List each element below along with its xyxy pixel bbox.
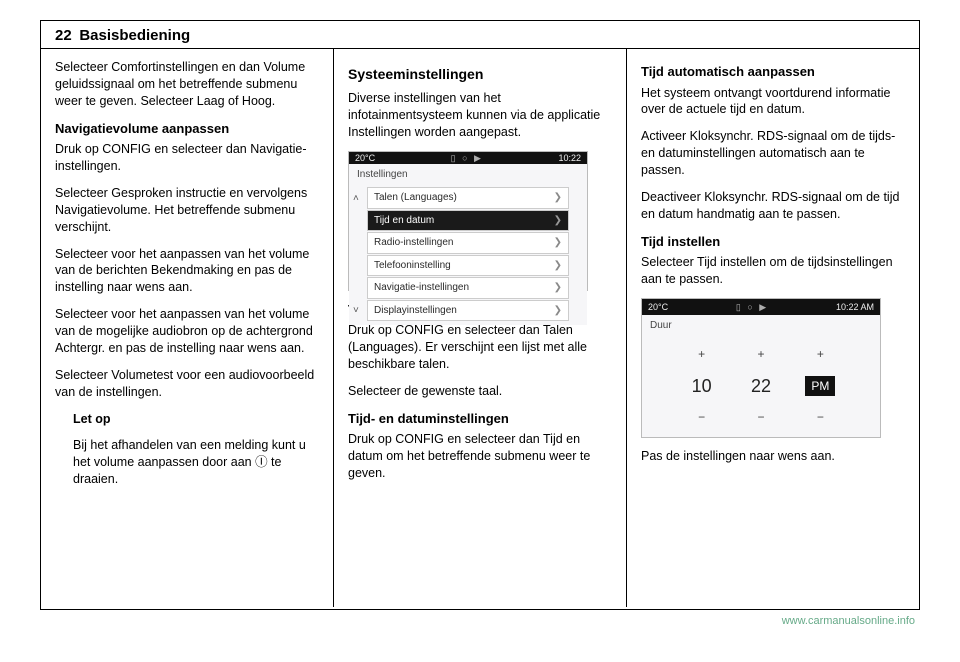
- heading-auto-time: Tijd automatisch aanpassen: [641, 63, 905, 81]
- col1-para6: Selecteer Volumetest voor een audiovoorb…: [55, 367, 319, 401]
- taal-para1: Druk op CONFIG en selecteer dan Talen (L…: [348, 322, 612, 373]
- row-label: Navigatie-instellingen: [374, 281, 469, 295]
- inst-para: Selecteer Tijd instellen om de tijdsinst…: [641, 254, 905, 288]
- manual-page: 22 Basisbediening Selecteer Comfortinste…: [40, 20, 920, 610]
- row-label: Talen (Languages): [374, 191, 457, 205]
- status-icons: ▯ ○ ▶: [451, 152, 483, 164]
- column-2: Systeeminstellingen Diverse instellingen…: [333, 49, 626, 607]
- col1-para4: Selecteer voor het aanpassen van het vol…: [55, 246, 319, 297]
- auto-para3: Deactiveer Kloksynchr. RDS-signaal om de…: [641, 189, 905, 223]
- section-title: Basisbediening: [79, 27, 190, 44]
- hour-value: 10: [692, 374, 712, 398]
- hour-minus-icon: −: [698, 409, 705, 425]
- tijd-para: Druk op CONFIG en selecteer dan Tijd en …: [348, 431, 612, 482]
- heading-time-date: Tijd- en datuminstellingen: [348, 410, 612, 428]
- auto-para2: Activeer Kloksynchr. RDS-signaal om de t…: [641, 128, 905, 179]
- row-label: Telefooninstelling: [374, 259, 451, 273]
- col1-para5: Selecteer voor het aanpassen van het vol…: [55, 306, 319, 357]
- column-1: Selecteer Comfortinstellingen en dan Vol…: [41, 49, 333, 607]
- page-header: 22 Basisbediening: [41, 21, 919, 49]
- time-screenshot: 20°C ▯ ○ ▶ 10:22 AM Duur + + + 10 22 PM …: [641, 298, 881, 438]
- auto-para1: Het systeem ontvangt voortdurend informa…: [641, 85, 905, 119]
- chevron-right-icon: ❯: [554, 236, 562, 250]
- taal-para2: Selecteer de gewenste taal.: [348, 383, 612, 400]
- minute-minus-icon: −: [757, 409, 764, 425]
- hour-plus-icon: +: [698, 346, 705, 362]
- row-label: Radio-instellingen: [374, 236, 454, 250]
- heading-system-settings: Systeeminstellingen: [348, 65, 612, 84]
- col1-para3: Selecteer Gesproken instructie en vervol…: [55, 185, 319, 236]
- settings-title: Instellingen: [349, 164, 587, 186]
- row-label: Tijd en datum: [374, 214, 434, 228]
- status-bar: 20°C ▯ ○ ▶ 10:22 AM: [642, 299, 880, 315]
- minute-plus-icon: +: [757, 346, 764, 362]
- status-temp: 20°C: [648, 301, 668, 313]
- scroll-down-icon: ˅: [353, 304, 359, 318]
- col2-intro: Diverse instellingen van het infotainmen…: [348, 90, 612, 141]
- note-label: Let op: [73, 411, 319, 428]
- status-icons: ▯ ○ ▶: [736, 301, 768, 313]
- settings-screenshot: 20°C ▯ ○ ▶ 10:22 Instellingen ˄ ˅ Talen …: [348, 151, 588, 291]
- status-bar: 20°C ▯ ○ ▶ 10:22: [349, 152, 587, 164]
- chevron-right-icon: ❯: [554, 191, 562, 205]
- col1-para2: Druk op CONFIG en selecteer dan Navigati…: [55, 141, 319, 175]
- settings-row-navigation: Navigatie-instellingen ❯: [367, 277, 569, 299]
- column-3: Tijd automatisch aanpassen Het systeem o…: [626, 49, 919, 607]
- settings-list: Talen (Languages) ❯ Tijd en datum ❯ Radi…: [349, 185, 587, 325]
- scroll-up-icon: ˄: [353, 192, 359, 206]
- settings-row-radio: Radio-instellingen ❯: [367, 232, 569, 254]
- page-number: 22: [55, 27, 72, 44]
- time-body: Duur + + + 10 22 PM − − −: [642, 315, 880, 437]
- settings-row-languages: Talen (Languages) ❯: [367, 187, 569, 209]
- ampm-plus-icon: +: [817, 346, 824, 362]
- status-clock: 10:22 AM: [836, 301, 874, 313]
- status-clock: 10:22: [558, 152, 581, 164]
- col1-para1: Selecteer Comfortinstellingen en dan Vol…: [55, 59, 319, 110]
- settings-row-phone: Telefooninstelling ❯: [367, 255, 569, 277]
- settings-body: Instellingen ˄ ˅ Talen (Languages) ❯ Tij…: [349, 164, 587, 326]
- chevron-right-icon: ❯: [554, 304, 562, 318]
- chevron-right-icon: ❯: [554, 281, 562, 295]
- settings-row-time-date: Tijd en datum ❯: [367, 210, 569, 232]
- time-title: Duur: [642, 315, 880, 337]
- heading-set-time: Tijd instellen: [641, 233, 905, 251]
- chevron-right-icon: ❯: [554, 214, 562, 228]
- source-link: www.carmanualsonline.info: [782, 615, 915, 627]
- note-body: Bij het afhandelen van een melding kunt …: [73, 437, 319, 488]
- row-label: Displayinstellingen: [374, 304, 457, 318]
- ampm-minus-icon: −: [817, 409, 824, 425]
- chevron-right-icon: ❯: [554, 259, 562, 273]
- settings-row-display: Displayinstellingen ❯: [367, 300, 569, 322]
- time-grid: + + + 10 22 PM − − −: [642, 336, 880, 437]
- status-temp: 20°C: [355, 152, 375, 164]
- minute-value: 22: [751, 374, 771, 398]
- ampm-value: PM: [805, 376, 835, 396]
- columns: Selecteer Comfortinstellingen en dan Vol…: [41, 49, 919, 607]
- heading-nav-volume: Navigatievolume aanpassen: [55, 120, 319, 138]
- col3-last: Pas de instellingen naar wens aan.: [641, 448, 905, 465]
